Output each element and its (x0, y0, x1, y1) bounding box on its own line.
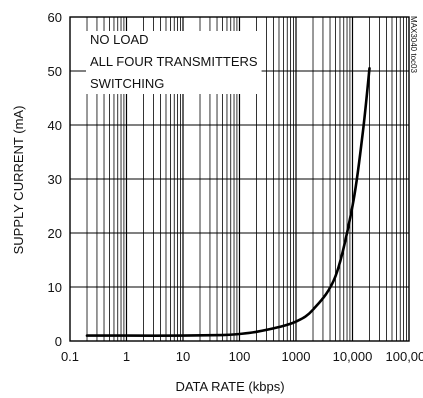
y-tick-label: 60 (48, 10, 62, 25)
y-tick-label: 0 (55, 334, 62, 349)
series-line-supply-current (85, 67, 371, 337)
x-axis-title: DATA RATE (kbps) (175, 379, 284, 394)
plot-frame (69, 16, 410, 342)
y-tick-label: 20 (48, 226, 62, 241)
figure-id: MAX3040 toc03 (409, 16, 418, 73)
annotation-box: NO LOAD ALL FOUR TRANSMITTERS SWITCHING (86, 31, 262, 94)
y-tick-label: 40 (48, 118, 62, 133)
x-tick-label: 10 (176, 349, 190, 364)
annotation-no-load: NO LOAD (90, 32, 149, 47)
x-tick-label: 100,000 (386, 349, 423, 364)
x-tick-label: 1 (123, 349, 130, 364)
x-tick-label: 1000 (282, 349, 311, 364)
x-tick-label: 100 (229, 349, 251, 364)
y-tick-label: 30 (48, 172, 62, 187)
x-tick-label: 10,000 (333, 349, 373, 364)
y-axis-title: SUPPLY CURRENT (mA) (11, 106, 26, 255)
series-layer (85, 67, 371, 337)
x-tick-label: 0.1 (61, 349, 79, 364)
y-tick-label: 10 (48, 280, 62, 295)
y-tick-label: 50 (48, 64, 62, 79)
annotation-switching: SWITCHING (90, 76, 164, 91)
annotation-all-four-transmitters: ALL FOUR TRANSMITTERS (90, 54, 258, 69)
annotation-background (86, 31, 262, 94)
axis-ticks: 0.1 1 10 100 1000 10,000 100,000 0 10 20 30 40 50 60 (48, 10, 423, 364)
